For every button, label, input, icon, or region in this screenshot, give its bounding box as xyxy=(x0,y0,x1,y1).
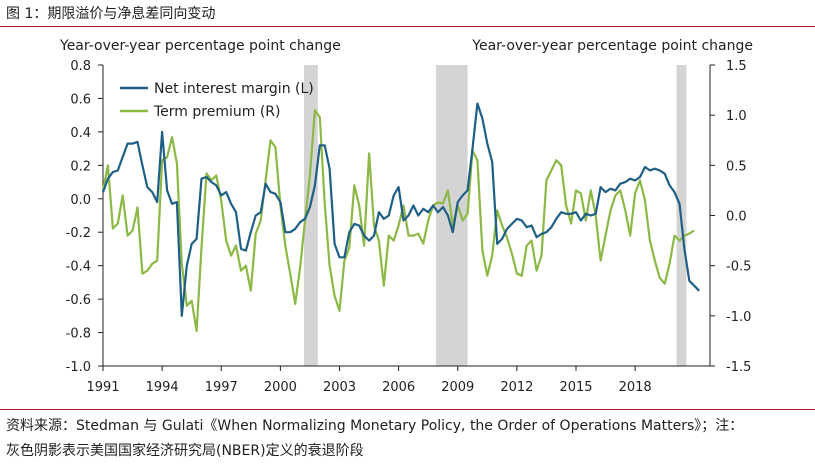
left-tick-label: 0.2 xyxy=(70,159,91,174)
source-note-line2: 灰色阴影表示美国国家经济研究局(NBER)定义的衰退阶段 xyxy=(6,443,364,459)
right-tick-label: 0.0 xyxy=(726,210,747,225)
left-tick-label: 0.6 xyxy=(70,92,91,107)
chart: 0.8 0.6 0.4 0.2 0.0 -0.2 -0.4 -0.6 -0.8 -1.0 1.5 1.… xyxy=(59,38,753,395)
right-tick-label: -1.0 xyxy=(726,310,751,325)
x-tick-label: 1991 xyxy=(86,380,119,395)
right-tick-label: -1.5 xyxy=(726,360,751,375)
axes: 0.8 0.6 0.4 0.2 0.0 -0.2 -0.4 -0.6 -0.8 -1.0 1.5 1.… xyxy=(66,59,752,395)
x-tick-label: 2018 xyxy=(619,380,652,395)
series-lines xyxy=(101,102,700,332)
series-line-term-premium xyxy=(101,109,695,332)
legend-label-nim: Net interest margin (L) xyxy=(154,81,314,97)
source-note-line1: 资料来源：Stedman 与 Gulati《When Normalizing M… xyxy=(6,418,744,434)
legend: Net interest margin (L) Term premium (R) xyxy=(120,81,314,120)
recession-band-0 xyxy=(304,65,318,366)
x-tick-label: 2015 xyxy=(559,380,592,395)
x-tick-label: 1997 xyxy=(205,380,238,395)
right-tick-label: 1.5 xyxy=(726,59,747,74)
left-tick-label: -1.0 xyxy=(66,360,91,375)
x-tick-label: 2000 xyxy=(264,380,297,395)
title-rule xyxy=(0,26,815,27)
left-tick-label: 0.0 xyxy=(70,193,91,208)
left-tick-label: -0.6 xyxy=(66,293,91,308)
series-line-nim xyxy=(101,102,700,317)
x-tick-label: 1994 xyxy=(146,380,179,395)
left-tick-label: 0.8 xyxy=(70,59,91,74)
right-tick-label: -0.5 xyxy=(726,260,751,275)
left-tick-label: -0.2 xyxy=(66,226,91,241)
x-tick-label: 2009 xyxy=(441,380,474,395)
legend-label-term-premium: Term premium (R) xyxy=(153,104,280,120)
right-axis-title: Year-over-year percentage point change xyxy=(471,38,753,54)
source-rule xyxy=(0,409,815,410)
right-tick-label: 1.0 xyxy=(726,109,747,124)
left-tick-label: 0.4 xyxy=(70,126,91,141)
left-tick-label: -0.4 xyxy=(66,260,91,275)
x-tick-label: 2003 xyxy=(323,380,356,395)
x-tick-label: 2012 xyxy=(500,380,533,395)
left-axis-title: Year-over-year percentage point change xyxy=(59,38,341,54)
x-tick-label: 2006 xyxy=(382,380,415,395)
left-tick-label: -0.8 xyxy=(66,327,91,342)
figure-title: 图 1：期限溢价与净息差同向变动 xyxy=(6,6,216,22)
right-tick-label: 0.5 xyxy=(726,159,747,174)
